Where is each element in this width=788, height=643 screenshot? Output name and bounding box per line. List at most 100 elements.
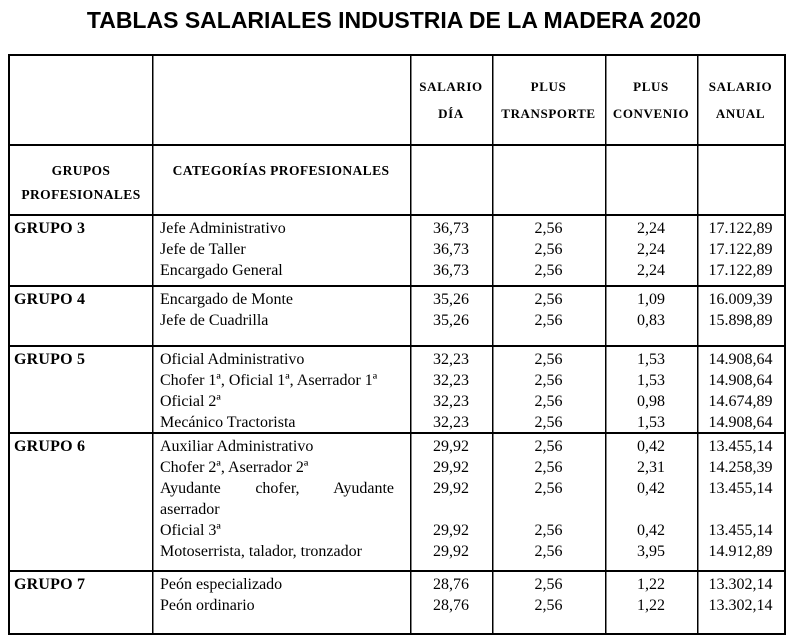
category-cell: Encargado de Monte: [160, 291, 293, 308]
category-cell: Jefe de Cuadrilla: [160, 312, 269, 329]
grupos-profesionales-header: GRUPOS PROFESIONALES: [21, 163, 141, 202]
category-row: Oficial 2ª 32,23 2,56 0,98 14.674,89: [152, 391, 784, 412]
group-row-grupo-7: GRUPO 7 Peón especializado 28,76 2,56 1,…: [10, 572, 784, 633]
category-cell: Ayudante chofer, Ayudante aserrador: [160, 480, 394, 518]
plus-transporte-cell: 2,56: [534, 543, 563, 560]
salario-anual-cell: 13.455,14: [708, 480, 773, 497]
category-row: Encargado General 36,73 2,56 2,24 17.122…: [152, 260, 784, 281]
table-header-row-1: SALARIO DÍA PLUS TRANSPORTE PLUS CONVENI…: [10, 56, 784, 146]
salario-dia-cell: 29,92: [433, 522, 469, 539]
page-title: TABLAS SALARIALES INDUSTRIA DE LA MADERA…: [86, 7, 702, 33]
plus-transporte-cell: 2,56: [534, 241, 563, 258]
plus-convenio-cell: 0,42: [637, 522, 665, 539]
salario-dia-cell: 32,23: [433, 372, 469, 389]
salario-dia-cell: 35,26: [433, 291, 469, 308]
plus-convenio-cell: 1,22: [637, 576, 665, 593]
category-cell: Motoserrista, talador, tronzador: [160, 543, 362, 560]
group-row-grupo-3: GRUPO 3 Jefe Administrativo 36,73 2,56 2…: [10, 216, 784, 287]
plus-transporte-cell: 2,56: [534, 480, 563, 497]
salario-dia-cell: 28,76: [433, 597, 469, 614]
salario-dia-cell: 29,92: [433, 543, 469, 560]
salario-dia-cell: 32,23: [433, 414, 469, 431]
category-row: Ayudante chofer, Ayudante aserrador 29,9…: [152, 478, 784, 520]
plus-transporte-cell: 2,56: [534, 220, 563, 237]
category-row: Peón ordinario 28,76 2,56 1,22 13.302,14: [152, 595, 784, 616]
salario-anual-cell: 14.908,64: [708, 414, 773, 431]
category-cell: Oficial 3ª: [160, 522, 221, 539]
plus-transporte-cell: 2,56: [534, 576, 563, 593]
category-cell: Mecánico Tractorista: [160, 414, 296, 431]
salario-dia-cell: 29,92: [433, 480, 469, 497]
plus-transporte-header: PLUS TRANSPORTE: [501, 79, 596, 121]
salario-dia-cell: 35,26: [433, 312, 469, 329]
plus-convenio-cell: 1,53: [637, 414, 665, 431]
salario-anual-cell: 17.122,89: [708, 262, 773, 279]
plus-convenio-cell: 0,83: [637, 312, 665, 329]
salario-anual-cell: 15.898,89: [708, 312, 773, 329]
category-row: Oficial Administrativo 32,23 2,56 1,53 1…: [152, 349, 784, 370]
plus-transporte-cell: 2,56: [534, 312, 563, 329]
salario-dia-cell: 28,76: [433, 576, 469, 593]
salario-anual-cell: 17.122,89: [708, 241, 773, 258]
group-row-grupo-5: GRUPO 5 Oficial Administrativo 32,23 2,5…: [10, 347, 784, 434]
empty-corner-cell: [10, 56, 152, 144]
group-label: GRUPO 3: [14, 220, 86, 237]
category-cell: Encargado General: [160, 262, 283, 279]
category-row: Jefe de Taller 36,73 2,56 2,24 17.122,89: [152, 239, 784, 260]
empty-corner-cell: [152, 56, 410, 144]
plus-convenio-cell: 0,42: [637, 438, 665, 455]
category-row: Oficial 3ª 29,92 2,56 0,42 13.455,14: [152, 520, 784, 541]
salario-anual-cell: 14.908,64: [708, 372, 773, 389]
plus-convenio-cell: 1,09: [637, 291, 665, 308]
category-cell: Chofer 2ª, Aserrador 2ª: [160, 459, 309, 476]
category-cell: Jefe Administrativo: [160, 220, 286, 237]
category-row: Jefe Administrativo 36,73 2,56 2,24 17.1…: [152, 218, 784, 239]
plus-convenio-cell: 1,53: [637, 372, 665, 389]
salario-dia-cell: 29,92: [433, 438, 469, 455]
group-row-grupo-4: GRUPO 4 Encargado de Monte 35,26 2,56 1,…: [10, 287, 784, 347]
category-cell: Auxiliar Administrativo: [160, 438, 314, 455]
salario-anual-cell: 13.302,14: [708, 576, 773, 593]
category-row: Chofer 2ª, Aserrador 2ª 29,92 2,56 2,31 …: [152, 457, 784, 478]
salary-table: SALARIO DÍA PLUS TRANSPORTE PLUS CONVENI…: [8, 54, 786, 635]
salario-anual-header: SALARIO ANUAL: [708, 79, 773, 121]
group-row-grupo-6: GRUPO 6 Auxiliar Administrativo 29,92 2,…: [10, 434, 784, 572]
plus-transporte-cell: 2,56: [534, 262, 563, 279]
category-cell: Peón ordinario: [160, 597, 255, 614]
salario-dia-cell: 32,23: [433, 351, 469, 368]
plus-convenio-cell: 0,42: [637, 480, 665, 497]
category-cell: Oficial 2ª: [160, 393, 221, 410]
category-row: Encargado de Monte 35,26 2,56 1,09 16.00…: [152, 289, 784, 310]
salario-anual-cell: 14.908,64: [708, 351, 773, 368]
salario-anual-cell: 13.302,14: [708, 597, 773, 614]
plus-transporte-cell: 2,56: [534, 438, 563, 455]
category-row: Auxiliar Administrativo 29,92 2,56 0,42 …: [152, 436, 784, 457]
group-label: GRUPO 4: [14, 291, 86, 308]
plus-transporte-cell: 2,56: [534, 459, 563, 476]
salario-dia-cell: 36,73: [433, 241, 469, 258]
category-row: Peón especializado 28,76 2,56 1,22 13.30…: [152, 574, 784, 595]
plus-transporte-cell: 2,56: [534, 597, 563, 614]
plus-convenio-cell: 0,98: [637, 393, 665, 410]
category-cell: Oficial Administrativo: [160, 351, 305, 368]
plus-convenio-cell: 2,24: [637, 241, 665, 258]
plus-transporte-cell: 2,56: [534, 351, 563, 368]
salario-anual-cell: 13.455,14: [708, 522, 773, 539]
plus-convenio-cell: 3,95: [637, 543, 665, 560]
category-cell: Jefe de Taller: [160, 241, 246, 258]
plus-convenio-header: PLUS CONVENIO: [612, 79, 690, 121]
group-label: GRUPO 6: [14, 438, 86, 455]
salario-dia-header: SALARIO DÍA: [419, 79, 483, 121]
salario-anual-cell: 14.674,89: [708, 393, 773, 410]
salario-anual-cell: 14.258,39: [708, 459, 773, 476]
plus-convenio-cell: 1,53: [637, 351, 665, 368]
plus-transporte-cell: 2,56: [534, 291, 563, 308]
table-header-row-2: GRUPOS PROFESIONALES CATEGORÍAS PROFESIO…: [10, 146, 784, 216]
plus-convenio-cell: 2,24: [637, 262, 665, 279]
plus-transporte-cell: 2,56: [534, 372, 563, 389]
plus-transporte-cell: 2,56: [534, 522, 563, 539]
category-row: Mecánico Tractorista 32,23 2,56 1,53 14.…: [152, 412, 784, 433]
categorias-profesionales-header: CATEGORÍAS PROFESIONALES: [172, 163, 390, 178]
group-label: GRUPO 7: [14, 576, 86, 593]
group-label: GRUPO 5: [14, 351, 86, 368]
